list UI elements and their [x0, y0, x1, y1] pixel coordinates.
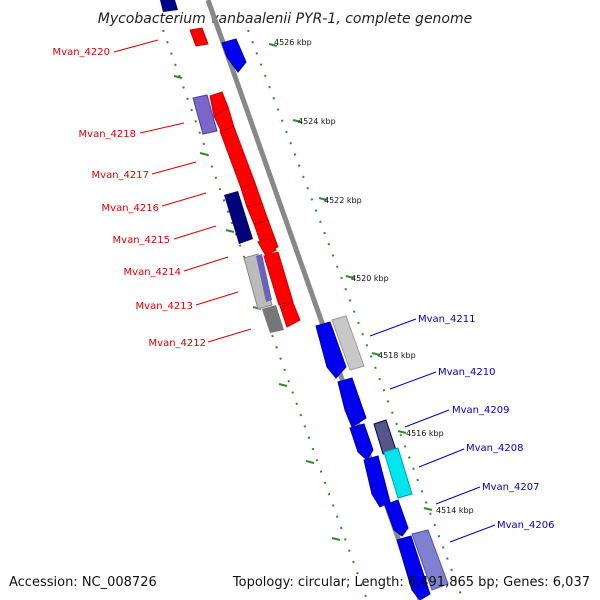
page-title: Mycobacterium vanbaalenii PYR-1, complet… [98, 11, 473, 27]
gene-label[interactable]: Mvan_4217 [92, 170, 149, 181]
gene-label[interactable]: Mvan_4216 [102, 203, 159, 214]
gene-label[interactable]: Mvan_4209 [452, 405, 509, 416]
scale-label: 4526 kbp [274, 38, 312, 47]
left-gene-labels: Mvan_4220 Mvan_4218 Mvan_4217 Mvan_4216 … [53, 47, 206, 349]
gene-mvan-4217 [219, 126, 256, 189]
gene-label[interactable]: Mvan_4211 [418, 314, 475, 325]
accession-text: Accession: NC_008726 [9, 575, 157, 590]
scale-label: 4516 kbp [406, 429, 444, 438]
left-leader-lines [113, 39, 252, 343]
gene-mvan-4212 [262, 305, 284, 333]
gene-label[interactable]: Mvan_4210 [438, 367, 495, 378]
forward-other-genes [192, 94, 284, 333]
scale-label: 4520 kbp [351, 274, 389, 283]
gene-label[interactable]: Mvan_4218 [79, 129, 136, 140]
gene-mvan-4210 [337, 377, 367, 428]
gene-mvan-4209 [349, 423, 374, 461]
gene-label[interactable]: Mvan_4213 [136, 301, 193, 312]
outer-dotted-guide-left [162, 29, 368, 600]
gene-mvan-4206-purple [411, 529, 449, 591]
scale-label: 4522 kbp [324, 196, 362, 205]
gene-mvan-4207 [383, 447, 413, 499]
scale-label: 4518 kbp [378, 351, 416, 360]
gene-label[interactable]: Mvan_4208 [466, 443, 523, 454]
gene-mvan-4219 [221, 38, 247, 73]
scale-label: 4514 kbp [436, 506, 474, 515]
gene-label[interactable]: Mvan_4215 [113, 235, 170, 246]
gene-label[interactable]: Mvan_4206 [497, 520, 554, 531]
forward-genes [160, 0, 301, 328]
reverse-genes [221, 38, 449, 600]
major-ticks [173, 43, 433, 541]
gene-label[interactable]: Mvan_4220 [53, 47, 110, 58]
scale-label: 4524 kbp [298, 117, 336, 126]
gene-mvan-4209-dark [373, 419, 397, 455]
gene-label[interactable]: Mvan_4207 [482, 482, 539, 493]
gene-mvan-4213 [279, 302, 301, 328]
right-leader-lines [369, 318, 496, 543]
gene-mvan-4206 [384, 499, 409, 537]
scale-labels: 4526 kbp 4524 kbp 4522 kbp 4520 kbp 4518… [274, 38, 474, 515]
gene-mvan-4208 [363, 455, 391, 508]
right-gene-labels: Mvan_4211 Mvan_4210 Mvan_4209 Mvan_4208 … [418, 314, 554, 531]
gene-label[interactable]: Mvan_4212 [149, 338, 206, 349]
gene-label[interactable]: Mvan_4214 [124, 267, 181, 278]
genome-summary-text: Topology: circular; Length: 6,491,865 bp… [232, 575, 590, 590]
gene-mvan-4211 [315, 321, 347, 379]
gene-mvan-4215-dark [224, 191, 253, 244]
gene-mvan-4218 [192, 94, 218, 135]
gene-mvan-4215 [257, 237, 277, 257]
gene-mvan-4214 [263, 251, 294, 306]
